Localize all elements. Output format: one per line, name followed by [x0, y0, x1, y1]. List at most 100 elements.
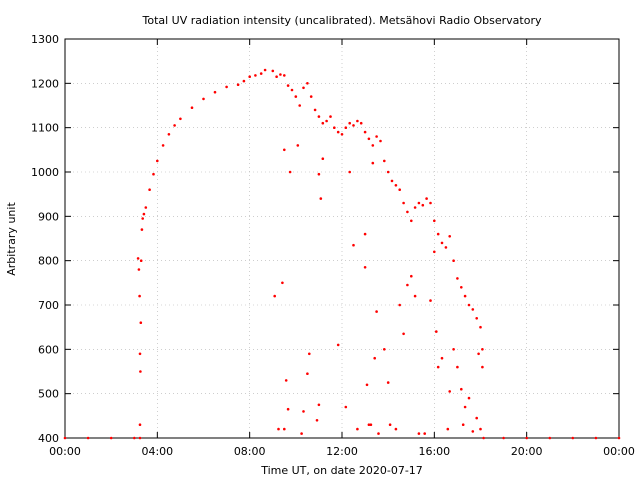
data-point	[365, 383, 369, 387]
data-point	[344, 126, 348, 129]
data-point	[460, 286, 463, 289]
plot-frame	[64, 38, 620, 439]
data-point	[410, 274, 413, 278]
data-point	[363, 130, 367, 134]
data-point	[463, 294, 467, 298]
data-point	[617, 436, 621, 440]
data-point	[369, 423, 373, 427]
data-point	[306, 372, 309, 376]
data-point	[440, 356, 444, 360]
data-point	[356, 427, 359, 431]
data-point	[284, 379, 288, 382]
data-point	[375, 135, 378, 138]
data-point	[161, 144, 165, 147]
data-point	[139, 370, 142, 373]
data-point	[413, 206, 417, 209]
data-point	[321, 121, 325, 125]
data-point	[190, 106, 194, 109]
data-point	[417, 201, 421, 205]
data-point	[142, 212, 146, 216]
data-point	[202, 97, 205, 101]
data-point	[136, 257, 140, 260]
data-point	[475, 317, 479, 320]
data-point	[352, 124, 355, 127]
data-point	[502, 436, 505, 440]
data-point	[448, 390, 452, 393]
data-point	[283, 148, 286, 152]
data-point	[448, 235, 452, 238]
data-point	[394, 427, 398, 431]
data-point	[348, 170, 352, 174]
data-point	[452, 348, 455, 351]
data-point	[471, 430, 475, 433]
data-point	[436, 232, 440, 236]
data-point	[386, 170, 390, 174]
y-tick-label: 1100	[31, 122, 59, 135]
data-point	[308, 352, 311, 356]
data-point	[402, 332, 405, 336]
data-point	[433, 219, 436, 223]
data-point	[463, 405, 467, 409]
data-point	[481, 365, 484, 369]
data-point	[482, 436, 485, 440]
data-point	[433, 250, 436, 254]
data-point	[471, 308, 475, 311]
data-point	[417, 432, 421, 435]
data-point	[138, 352, 142, 356]
data-point	[277, 427, 280, 431]
data-point	[452, 259, 455, 263]
data-point	[548, 436, 552, 440]
data-point	[283, 427, 286, 431]
data-point	[377, 432, 380, 435]
data-point	[410, 219, 413, 223]
data-point	[139, 321, 143, 325]
data-point	[446, 427, 450, 431]
y-tick-label: 500	[38, 388, 59, 401]
data-point	[248, 75, 251, 78]
data-point	[283, 74, 286, 77]
data-point	[373, 356, 377, 360]
data-point	[138, 436, 142, 440]
data-point	[344, 405, 348, 409]
data-point	[275, 75, 278, 78]
data-point	[398, 303, 402, 307]
data-point	[288, 170, 292, 174]
data-point	[63, 436, 67, 440]
data-point	[371, 161, 375, 165]
data-point	[286, 84, 290, 87]
x-tick-label: 00:00	[49, 445, 81, 458]
y-tick-label: 1000	[31, 166, 59, 179]
data-point	[594, 436, 598, 440]
data-point	[336, 130, 340, 134]
data-point	[348, 121, 352, 125]
y-tick-label: 900	[38, 210, 59, 223]
data-point	[225, 85, 228, 89]
data-point	[141, 217, 144, 220]
data-point	[460, 387, 463, 391]
data-point	[423, 432, 427, 435]
y-tick-label: 800	[38, 255, 59, 268]
data-point	[475, 416, 479, 420]
data-point	[281, 281, 284, 285]
x-tick-label: 12:00	[326, 445, 358, 458]
data-point	[390, 179, 394, 183]
y-axis-label: Arbitrary unit	[5, 202, 18, 276]
data-point	[363, 266, 367, 269]
y-tick-label: 1300	[31, 33, 59, 46]
y-tick-label: 400	[38, 432, 59, 445]
data-point	[290, 88, 294, 92]
data-point	[144, 206, 148, 209]
data-point	[425, 197, 428, 200]
grid	[65, 39, 619, 438]
data-point	[383, 348, 386, 351]
data-point	[375, 310, 378, 313]
data-point	[140, 228, 144, 231]
data-point	[477, 352, 480, 356]
data-point	[236, 83, 240, 86]
data-point	[571, 436, 575, 440]
data-point	[133, 436, 136, 440]
data-point	[279, 73, 282, 76]
data-point	[388, 423, 392, 427]
data-point	[259, 72, 263, 75]
data-point	[386, 381, 390, 384]
